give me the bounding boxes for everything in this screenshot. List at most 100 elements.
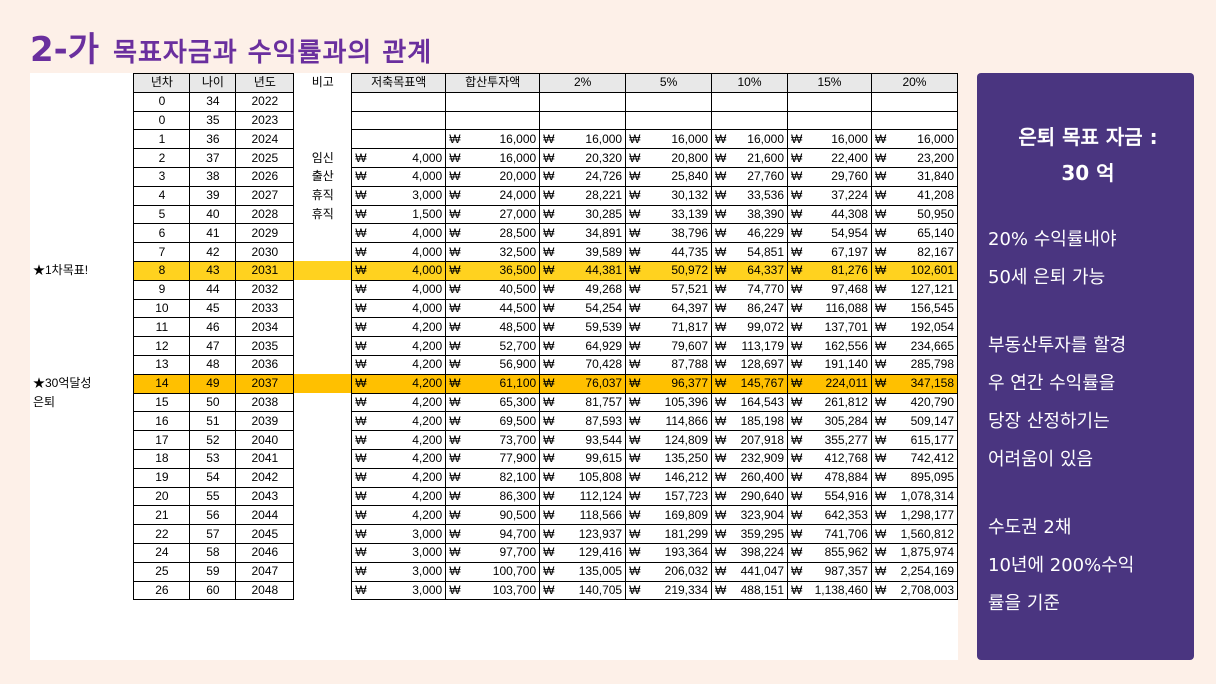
cell-value: 742,412 [910,451,954,466]
currency-symbol: ₩ [449,413,461,428]
return-15pct-cell: ₩137,701 [787,317,872,338]
calendar-year-cell: 2041 [235,448,295,469]
header-year: 년차 [133,73,191,93]
note-cell: 휴직 [293,186,353,206]
total-cell: ₩20,000 [445,166,541,187]
return-2pct-cell: ₩44,381 [539,260,627,281]
table-row: 0 35 2023 [30,110,958,131]
cell-value: 124,809 [664,432,709,447]
savings-cell: ₩4,200 [351,486,447,507]
savings-cell: ₩3,000 [351,185,447,206]
cell-value: 146,212 [664,470,709,485]
panel-line: 수도권 2채 [988,517,1072,538]
table-row: 12 47 2035 ₩4,200 ₩52,700 ₩64,929 ₩79,607 ₩113,… [30,336,958,356]
note-cell [293,411,353,431]
currency-symbol: ₩ [629,394,641,409]
note-cell [293,299,353,318]
return-10pct-cell: ₩232,909 [711,448,788,469]
age-cell: 40 [189,204,237,225]
note-cell [293,129,353,149]
currency-symbol: ₩ [715,282,727,297]
cell-value: 44,500 [499,300,537,315]
currency-symbol: ₩ [715,244,727,259]
total-cell: ₩27,000 [445,204,541,225]
currency-symbol: ₩ [874,507,887,522]
year-cell: 0 [133,91,191,112]
savings-cell: ₩4,000 [351,279,447,300]
currency-symbol: ₩ [874,394,887,409]
cell-value: 38,390 [747,206,784,221]
return-2pct-cell: ₩118,566 [539,505,627,526]
row-label-cell [30,431,134,450]
return-15pct-cell [787,110,872,131]
currency-symbol: ₩ [543,319,555,334]
total-cell: ₩103,700 [445,580,541,601]
age-cell: 52 [189,430,237,450]
note-cell [293,355,353,375]
cell-value: 441,047 [740,564,784,579]
cell-value: 290,640 [740,488,784,503]
total-cell: ₩40,500 [445,279,541,300]
note-cell [293,393,353,412]
cell-value: 46,229 [747,225,784,240]
calendar-year-cell: 2038 [235,392,295,413]
currency-symbol: ₩ [629,526,641,541]
cell-value: 741,706 [824,526,868,541]
cell-value: 129,416 [578,545,623,560]
currency-symbol: ₩ [355,150,367,165]
return-20pct-cell: ₩127,121 [870,279,958,300]
return-10pct-cell: ₩128,697 [711,354,788,375]
currency-symbol: ₩ [629,244,641,259]
return-5pct-cell: ₩20,800 [625,148,713,168]
return-20pct-cell: ₩50,950 [870,204,958,225]
cell-value: 1,138,460 [814,582,868,597]
cell-value: 64,337 [747,263,784,278]
currency-symbol: ₩ [355,225,367,240]
currency-symbol: ₩ [543,582,555,597]
note-cell [293,524,353,544]
currency-symbol: ₩ [715,263,727,278]
currency-symbol: ₩ [874,188,887,203]
currency-symbol: ₩ [715,150,727,165]
return-20pct-cell: ₩102,601 [870,260,958,281]
calendar-year-cell: 2048 [235,580,295,601]
cell-value: 135,005 [578,564,623,579]
calendar-year-cell: 2031 [235,260,295,281]
cell-value: 128,697 [740,357,784,372]
cell-value: 79,607 [671,338,709,353]
cell-value: 207,918 [740,432,784,447]
currency-symbol: ₩ [543,432,555,447]
currency-symbol: ₩ [449,582,461,597]
savings-cell: ₩4,200 [351,317,447,338]
age-cell: 55 [189,486,237,507]
return-2pct-cell: ₩28,221 [539,185,627,206]
currency-symbol: ₩ [449,282,461,297]
cell-value: 1,500 [412,206,443,221]
cell-value: 102,601 [910,263,954,278]
currency-symbol: ₩ [715,206,727,221]
note-cell [293,487,353,506]
currency-symbol: ₩ [715,451,727,466]
currency-symbol: ₩ [715,319,727,334]
return-15pct-cell: ₩554,916 [787,486,872,507]
currency-symbol: ₩ [355,564,367,579]
return-20pct-cell: ₩41,208 [870,185,958,206]
cell-value: 103,700 [492,582,537,597]
year-cell: 21 [133,505,191,526]
cell-value: 3,000 [412,545,443,560]
calendar-year-cell: 2047 [235,561,295,582]
calendar-year-cell: 2030 [235,242,295,262]
note-cell [293,280,353,300]
row-label-cell [30,130,134,149]
row-label-cell [30,562,134,581]
row-label-cell [30,280,134,299]
age-cell: 38 [189,166,237,187]
cell-value: 86,247 [747,300,784,315]
row-label-cell [30,412,134,431]
cell-value: 96,377 [671,376,709,391]
currency-symbol: ₩ [543,357,555,372]
cell-value: 137,701 [824,319,868,334]
return-10pct-cell: ₩113,179 [711,336,788,356]
savings-cell: ₩3,000 [351,561,447,582]
return-20pct-cell: ₩509,147 [870,411,958,432]
